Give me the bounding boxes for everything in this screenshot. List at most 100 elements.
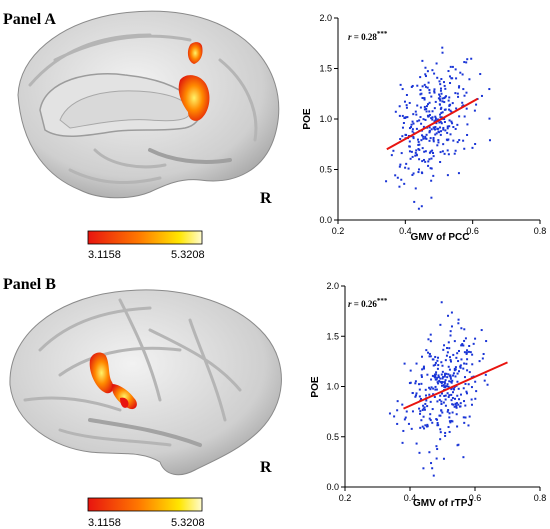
panel-a-colorbar-min: 3.1158 — [88, 249, 121, 261]
scatter-point — [441, 381, 444, 384]
scatter-point — [450, 120, 453, 123]
scatter-point — [400, 152, 403, 155]
x-tick-label: 0.8 — [534, 226, 547, 236]
scatter-point — [412, 122, 415, 125]
scatter-point — [410, 85, 413, 88]
scatter-point — [431, 116, 434, 119]
scatter-point — [474, 380, 477, 383]
scatter-point — [436, 367, 439, 370]
scatter-point — [464, 416, 467, 419]
scatter-point — [427, 338, 430, 341]
scatter-point — [459, 393, 462, 396]
scatter-point — [474, 143, 477, 146]
scatter-point — [442, 384, 445, 387]
scatter-point — [456, 123, 459, 126]
scatter-point — [436, 422, 439, 425]
scatter-point — [462, 456, 465, 459]
scatter-point — [449, 65, 452, 68]
scatter-point — [433, 373, 436, 376]
scatter-point — [434, 388, 437, 391]
scatter-point — [466, 369, 469, 372]
scatter-point — [429, 388, 432, 391]
scatter-point — [455, 107, 458, 110]
scatter-point — [456, 352, 459, 355]
panel-a: Panel A R 3.1158 5.3208 0.2 0.4 0.6 0.80.00… — [3, 10, 546, 261]
scatter-point — [418, 407, 421, 410]
scatter-point — [424, 75, 427, 78]
scatter-point — [412, 172, 415, 175]
scatter-point — [463, 115, 466, 118]
scatter-point — [455, 406, 458, 409]
scatter-point — [398, 185, 401, 188]
scatter-point — [422, 467, 425, 470]
scatter-point — [422, 137, 425, 140]
scatter-point — [440, 382, 443, 385]
scatter-point — [451, 65, 454, 68]
scatter-point — [415, 149, 418, 152]
scatter-point — [444, 359, 447, 362]
scatter-point — [425, 349, 428, 352]
scatter-point — [465, 392, 468, 395]
scatter-point — [442, 401, 445, 404]
scatter-point — [399, 163, 402, 166]
scatter-plot-a: 0.2 0.4 0.6 0.80.00.51.01.52.0 r = 0.28*** … — [302, 13, 546, 243]
scatter-point — [441, 377, 444, 380]
scatter-point — [445, 372, 448, 375]
scatter-point — [466, 123, 469, 126]
scatter-point — [428, 386, 431, 389]
scatter-point — [409, 369, 412, 372]
scatter-point — [414, 382, 417, 385]
scatter-point — [439, 133, 442, 136]
scatter-point — [428, 151, 431, 154]
scatter-point — [468, 345, 471, 348]
x-tick-label: 0.2 — [339, 493, 352, 503]
scatter-point — [418, 119, 421, 122]
panel-b-colorbar-min: 3.1158 — [88, 517, 121, 529]
x-tick-label: 0.8 — [534, 493, 547, 503]
scatter-point — [408, 101, 411, 104]
scatter-point — [465, 107, 468, 110]
scatter-point — [470, 398, 473, 401]
panel-b-side-label: R — [260, 459, 272, 476]
scatter-point — [404, 133, 407, 136]
scatter-point — [429, 355, 432, 358]
scatter-point — [448, 96, 451, 99]
scatter-point — [448, 394, 451, 397]
scatter-point — [475, 390, 478, 393]
scatter-point — [448, 412, 451, 415]
scatter-point — [411, 128, 414, 131]
scatter-point — [394, 110, 397, 113]
scatter-point — [446, 351, 449, 354]
scatter-point — [444, 108, 447, 111]
scatter-point — [430, 386, 433, 389]
scatter-point — [415, 442, 418, 445]
scatter-point — [415, 362, 418, 365]
scatter-a-regression-line — [386, 97, 479, 151]
scatter-point — [449, 360, 452, 363]
scatter-point — [459, 402, 462, 405]
scatter-point — [432, 393, 435, 396]
scatter-point — [452, 387, 455, 390]
scatter-point — [431, 408, 434, 411]
scatter-point — [427, 160, 430, 163]
scatter-a-y-title: POE — [302, 108, 313, 129]
scatter-point — [442, 348, 445, 351]
scatter-point — [388, 412, 391, 415]
scatter-point — [411, 130, 414, 133]
scatter-point — [415, 392, 418, 395]
scatter-point — [443, 152, 446, 155]
scatter-point — [415, 113, 418, 116]
scatter-point — [457, 360, 460, 363]
scatter-point — [435, 388, 438, 391]
scatter-point — [446, 139, 449, 142]
scatter-point — [432, 137, 435, 140]
scatter-point — [436, 418, 439, 421]
scatter-point — [430, 117, 433, 120]
scatter-point — [428, 110, 431, 113]
scatter-point — [443, 382, 446, 385]
scatter-point — [452, 403, 455, 406]
scatter-point — [429, 137, 432, 140]
scatter-point — [405, 410, 408, 413]
scatter-point — [427, 115, 430, 118]
